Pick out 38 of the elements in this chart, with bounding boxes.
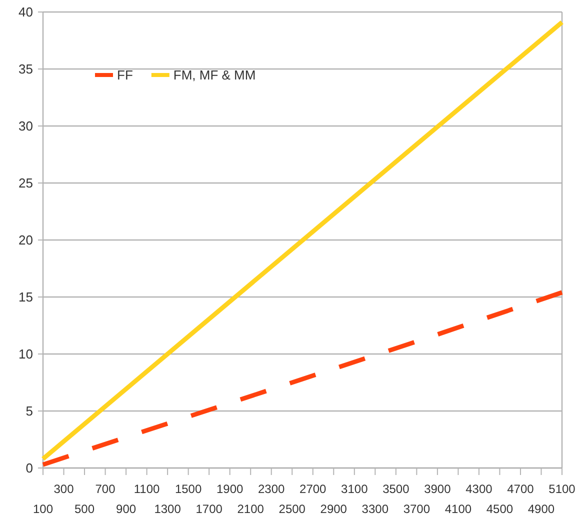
x2-tick-label: 1300 [154,502,182,516]
y-tick-label: 15 [18,290,33,305]
y-tick-label: 10 [18,346,33,362]
x-tick-label: 2700 [300,482,327,496]
y-tick-label: 25 [18,176,33,191]
x2-tick-label: 3700 [403,502,430,516]
line-series [40,20,564,462]
x2-tick-label: 900 [116,502,136,516]
x-tick-label: 4700 [507,482,534,496]
y-tick-label: 5 [26,404,33,419]
x-tick-label: 1900 [216,482,244,496]
x-tick-label: 4300 [466,482,493,496]
x-tick-label: 2300 [258,482,286,496]
legend-label: FF [117,68,133,83]
x-tick-label: 5100 [548,482,576,496]
x-tick-label: 700 [95,482,116,496]
x-tick-label: 3900 [424,482,452,496]
x2-tick-label: 4500 [486,502,514,516]
x2-tick-label: 100 [32,502,54,516]
x-tick-label: 1100 [134,482,160,496]
y-tick-label: 40 [18,4,33,20]
y-tick-label: 0 [26,460,33,476]
x2-tick-label: 1700 [196,502,223,516]
legend-label: FM, MF & MM [173,68,256,83]
x2-tick-label: 4900 [528,502,555,516]
x-tick-label: 1500 [174,482,202,496]
x2-tick-label: 2900 [320,502,348,516]
x2-tick-label: 4100 [444,502,472,516]
x2-tick-label: 3300 [362,502,389,516]
x2-tick-label: 2100 [237,502,264,516]
x2-tick-label: 2500 [278,502,306,516]
y-tick-label: 20 [18,232,33,248]
y-tick-label: 35 [18,62,33,77]
y-tick-label: 30 [18,118,33,134]
x2-tick-label: 500 [74,502,95,516]
x-tick-label: 300 [54,482,74,496]
x-tick-label: 3100 [341,482,368,496]
x-tick-label: 3500 [382,482,410,496]
